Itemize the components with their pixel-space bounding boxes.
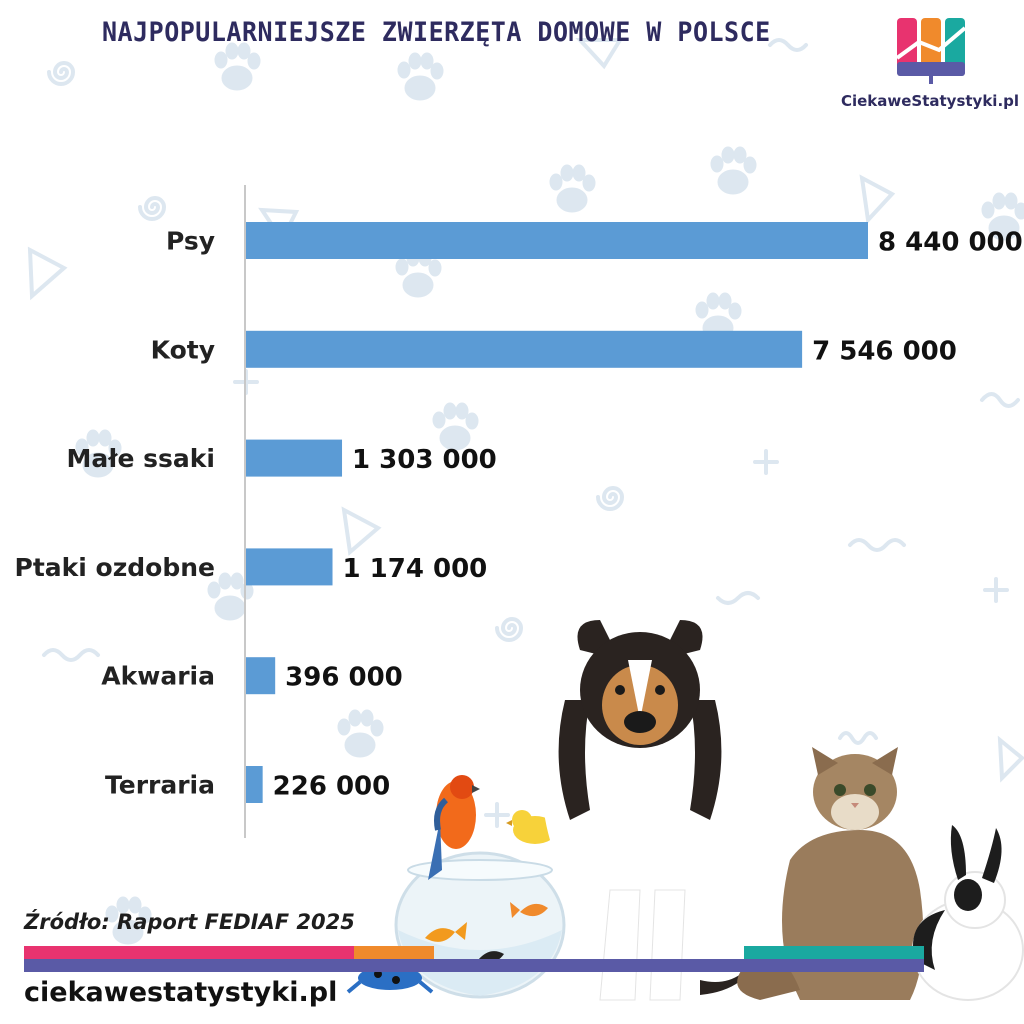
logo-icon [895,18,967,84]
source-note: Źródło: Raport FEDIAF 2025 [24,910,355,934]
bar-2 [246,439,343,477]
bar-4 [246,657,276,695]
bar-1 [246,330,803,368]
parrot-icon [428,775,480,880]
site-url[interactable]: ciekawestatystyki.pl [24,977,338,1008]
value-label-5: 226 000 [273,772,391,802]
bar-5 [246,766,263,803]
value-label-0: 8 440 000 [878,228,1023,258]
value-label-2: 1 303 000 [352,445,497,475]
category-label-1: Koty [151,335,215,364]
category-label-3: Ptaki ozdobne [15,553,216,582]
category-label-2: Małe ssaki [66,444,215,473]
logo-text: CiekaweStatystyki.pl [840,92,1020,110]
bar-3 [246,548,333,586]
category-label-0: Psy [166,227,215,256]
dog-icon [542,620,760,1001]
goldfish-icon [425,902,548,963]
frog-icon [346,966,434,994]
page-title: NAJPOPULARNIEJSZE ZWIERZĘTA DOMOWE W POL… [102,16,771,48]
category-label-4: Akwaria [101,662,215,691]
value-label-3: 1 174 000 [343,554,488,584]
logo[interactable]: CiekaweStatystyki.pl [840,14,1020,124]
rabbit-icon [912,825,1024,1001]
value-label-1: 7 546 000 [812,336,957,366]
color-stripe [24,946,924,972]
bar-0 [246,222,868,259]
category-label-5: Terraria [105,771,215,800]
value-label-4: 396 000 [285,663,403,693]
